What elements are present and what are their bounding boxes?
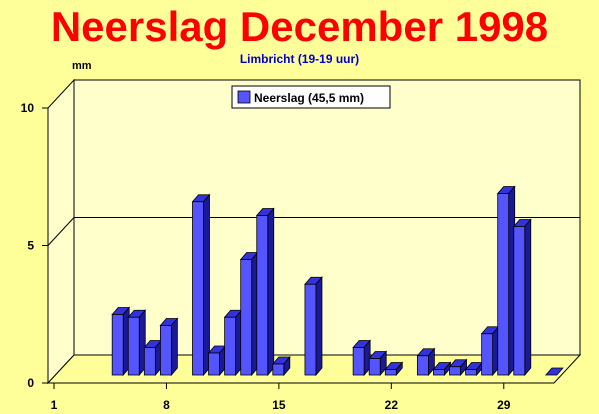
bar-day-27 (481, 333, 494, 376)
bar-day-13 (256, 215, 269, 376)
bar-side-day-29 (524, 218, 532, 377)
chart-subtitle: Limbricht (19-19 uur) (239, 52, 360, 66)
bar-day-4 (111, 314, 124, 376)
bar-day-6 (143, 347, 156, 376)
bar-day-28 (497, 193, 510, 376)
bar-day-21 (384, 369, 397, 376)
bar-day-20 (368, 358, 381, 376)
bar-day-7 (159, 325, 172, 376)
x-tick-label: 1 (51, 398, 58, 412)
bar-day-26 (465, 369, 477, 376)
chart-title: Neerslag December 1998 (50, 3, 549, 50)
x-tick-label: 29 (497, 398, 511, 412)
y-tick-label: 10 (21, 101, 35, 115)
bar-day-5 (127, 316, 140, 376)
bar-day-12 (240, 259, 253, 376)
x-tick-label: 15 (272, 398, 286, 412)
y-axis-unit-label: mm (72, 60, 92, 72)
y-tick-label: 0 (27, 376, 34, 390)
bar-day-23 (416, 355, 429, 376)
bar-day-25 (449, 366, 461, 376)
legend-box (231, 85, 391, 109)
bar-side-day-13 (267, 207, 275, 377)
bar-day-16 (304, 283, 317, 376)
x-tick-label: 22 (385, 398, 399, 412)
bar-side-day-9 (203, 193, 210, 377)
legend-label: Neerslag (45,5 mm) (254, 91, 364, 105)
y-tick-label: 5 (27, 239, 34, 253)
bar-side-day-16 (315, 276, 323, 377)
bar-day-10 (208, 352, 220, 376)
bar-day-24 (433, 369, 445, 376)
bar-day-31 (545, 367, 564, 376)
bar-side-day-7 (170, 317, 178, 377)
gridline-side (47, 217, 75, 246)
bar-day-19 (352, 347, 365, 376)
bar-day-9 (192, 201, 204, 376)
bar-day-29 (513, 226, 526, 376)
x-tick-label: 8 (163, 398, 170, 412)
bar-day-11 (224, 316, 237, 376)
bar-day-14 (272, 363, 285, 376)
legend-swatch (237, 90, 251, 104)
